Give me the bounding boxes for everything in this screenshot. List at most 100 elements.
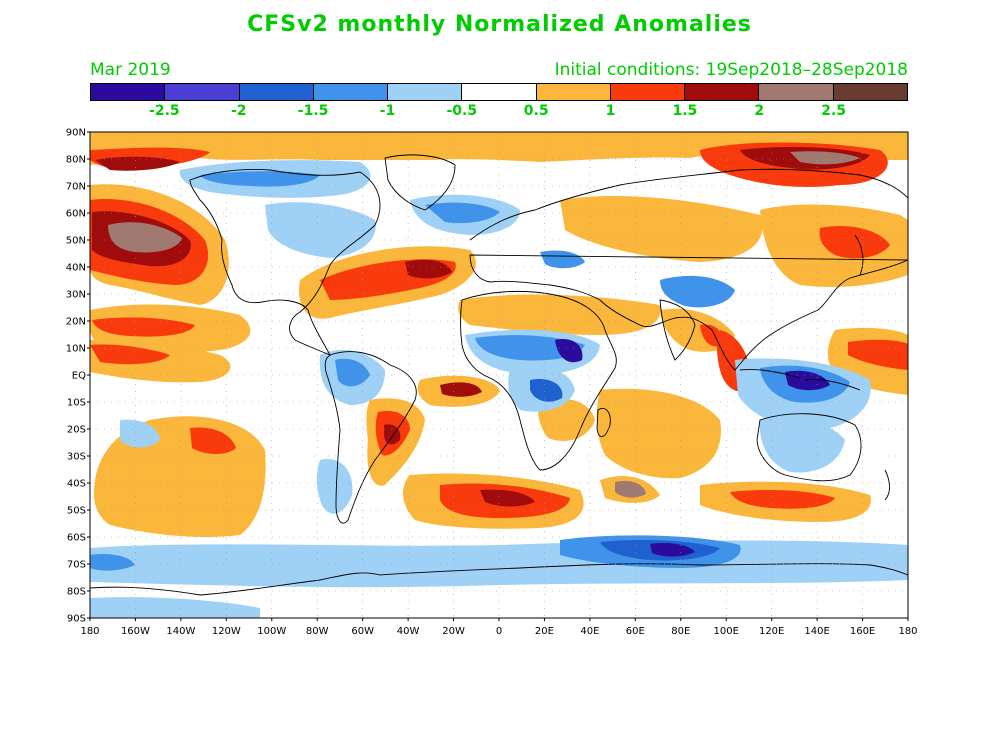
initial-conditions: Initial conditions: 19Sep2018–28Sep2018	[554, 60, 908, 80]
anomaly-positive-region	[92, 317, 195, 337]
latitude-tick-label: 60N	[66, 209, 86, 220]
colorbar-swatch	[536, 84, 611, 100]
longitude-tick-label: 120W	[212, 626, 241, 637]
colorbar-swatch	[91, 84, 166, 100]
anomaly-positive-region	[95, 156, 180, 171]
colorbar-swatch	[239, 84, 314, 100]
latitude-tick-label: EQ	[72, 371, 86, 382]
colorbar-labels: -2.5 -2 -1.5 -1 -0.5 0.5 1 1.5 2 2.5	[90, 103, 908, 121]
chart-title: CFSv2 monthly Normalized Anomalies	[247, 12, 752, 37]
anomaly-positive-region	[596, 388, 721, 479]
longitude-tick-label: 20W	[442, 626, 465, 637]
anomaly-negative-region	[316, 459, 353, 514]
longitude-tick-label: 100E	[714, 626, 739, 637]
longitude-tick-label: 120E	[759, 626, 784, 637]
latitude-tick-label: 90N	[66, 128, 86, 139]
anomaly-negative-region	[660, 275, 735, 308]
latitude-tick-label: 40S	[67, 479, 86, 490]
coastline-north-america	[189, 169, 381, 356]
anomaly-positive-region	[405, 259, 452, 279]
colorbar-tick-label: -2	[230, 103, 247, 119]
anomaly-negative-region	[200, 171, 320, 187]
anomaly-negative-region	[540, 250, 585, 269]
longitude-tick-label: 80E	[671, 626, 690, 637]
latitude-tick-label: 20S	[67, 425, 86, 436]
anomaly-positive-region	[615, 480, 646, 498]
anomaly-negative-region	[555, 339, 583, 363]
anomaly-negative-region	[90, 597, 260, 618]
longitude-tick-label: 160W	[121, 626, 150, 637]
longitude-tick-label: 40E	[580, 626, 599, 637]
latitude-tick-label: 30N	[66, 290, 86, 301]
anomaly-positive-region	[90, 344, 170, 365]
anomaly-positive-region	[90, 132, 908, 165]
coastline-japan	[854, 234, 864, 276]
coastlines	[90, 154, 908, 596]
coastline-australia	[756, 413, 862, 482]
colorbar	[90, 83, 908, 101]
coastline-indonesia	[739, 369, 861, 391]
latitude-tick-label: 70N	[66, 182, 86, 193]
colorbar-swatch	[462, 84, 537, 100]
colorbar-tick-label: 1.5	[672, 103, 698, 119]
anomaly-negative-region	[759, 418, 845, 473]
longitude-axis: 180 160W 140W 120W 100W 80W 60W 40W 20W 0 20E 40E 60…	[80, 618, 918, 637]
longitude-tick-label: 140E	[804, 626, 829, 637]
colorbar-swatch	[685, 84, 760, 100]
anomaly-positive-region	[480, 489, 535, 507]
longitude-tick-label: 60W	[351, 626, 374, 637]
anomaly-negative-region	[265, 202, 376, 258]
anomaly-negative-region	[335, 358, 370, 387]
latitude-tick-label: 50S	[67, 506, 86, 517]
longitude-tick-label: 0	[496, 626, 502, 637]
latitude-tick-label: 50N	[66, 236, 86, 247]
latitude-tick-label: 10N	[66, 344, 86, 355]
latitude-tick-label: 90S	[67, 614, 86, 625]
colorbar-tick-label: 1	[605, 103, 616, 119]
anomaly-negative-region	[90, 554, 135, 571]
anomaly-positive-region	[108, 222, 182, 253]
anomaly-fields	[90, 132, 908, 618]
latitude-axis: 90N 80N 70N 60N 50N 40N 30N 20N 10N EQ 10S 20S 30S 40…	[66, 128, 90, 625]
latitude-tick-label: 80S	[67, 587, 86, 598]
latitude-tick-label: 80N	[66, 155, 86, 166]
latitude-tick-label: 70S	[67, 560, 86, 571]
longitude-tick-label: 100W	[257, 626, 286, 637]
anomaly-positive-region	[560, 195, 763, 262]
longitude-tick-label: 20E	[535, 626, 554, 637]
latitude-tick-label: 30S	[67, 452, 86, 463]
latitude-tick-label: 20N	[66, 317, 86, 328]
anomaly-positive-region	[700, 324, 723, 347]
latitude-tick-label: 10S	[67, 398, 86, 409]
colorbar-tick-label: -0.5	[446, 103, 478, 119]
colorbar-swatch	[759, 84, 834, 100]
anomaly-negative-region	[120, 419, 160, 448]
colorbar-tick-label: -1	[379, 103, 396, 119]
anomaly-negative-region	[650, 542, 695, 557]
colorbar-tick-label: 0.5	[523, 103, 549, 119]
anomaly-positive-region	[790, 151, 860, 165]
colorbar-swatch	[833, 84, 907, 100]
longitude-tick-label: 40W	[397, 626, 420, 637]
latitude-tick-label: 60S	[67, 533, 86, 544]
anomaly-negative-region	[785, 370, 830, 391]
coastline-antarctica	[90, 563, 908, 596]
coastline-new-zealand	[884, 469, 890, 501]
anomaly-positive-region	[440, 382, 482, 397]
anomaly-negative-region	[530, 379, 563, 402]
coastline-south-america	[324, 351, 417, 524]
longitude-tick-label: 140W	[166, 626, 195, 637]
longitude-tick-label: 60E	[626, 626, 645, 637]
colorbar-swatch	[388, 84, 463, 100]
anomaly-positive-region	[190, 427, 236, 454]
coastline-africa	[460, 290, 617, 471]
colorbar-swatch	[610, 84, 686, 100]
coastline-greenland	[384, 154, 456, 211]
forecast-month: Mar 2019	[90, 60, 171, 80]
colorbar-tick-label: -1.5	[297, 103, 329, 119]
anomaly-positive-region	[848, 339, 908, 370]
anomaly-positive-region	[384, 424, 401, 445]
latitude-tick-label: 40N	[66, 263, 86, 274]
longitude-tick-label: 180	[80, 626, 99, 637]
